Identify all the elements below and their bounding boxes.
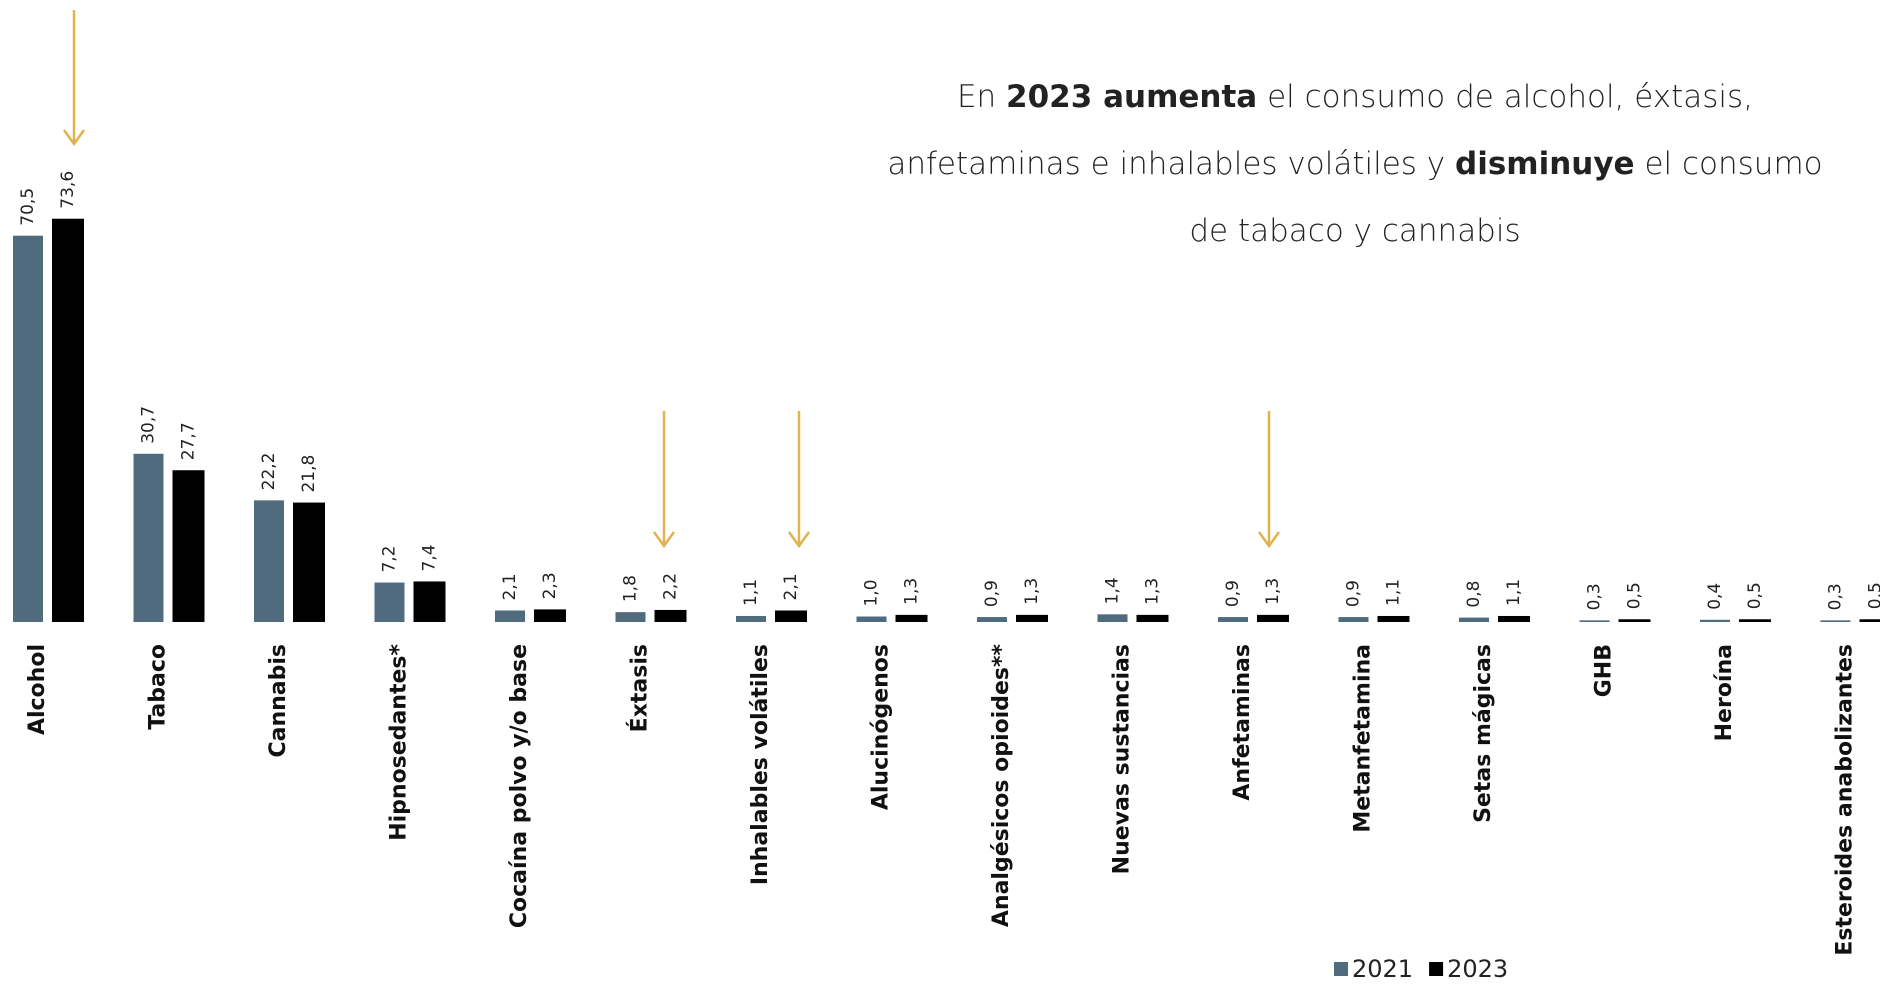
bar — [1257, 614, 1289, 622]
bar — [895, 614, 928, 622]
value-label: 2,2 — [661, 573, 681, 600]
value-label: 0,4 — [1705, 583, 1725, 610]
value-label: 1,3 — [1022, 578, 1042, 605]
bar — [1136, 614, 1169, 622]
value-label: 0,9 — [982, 580, 1002, 607]
annotation-part: disminuye — [1455, 146, 1635, 182]
category-label: Setas mágicas — [1471, 644, 1496, 823]
legend-label: 2023 — [1447, 955, 1508, 983]
value-label: 1,1 — [1384, 579, 1404, 606]
value-label: 1,4 — [1103, 577, 1123, 604]
annotation: En 2023 aumenta el consumo de alcohol, é… — [880, 64, 1830, 265]
category-label: Metanfetamina — [1351, 644, 1376, 833]
arrows — [62, 10, 1281, 549]
bar — [1459, 617, 1489, 622]
category-label: Nuevas sustancias — [1110, 644, 1135, 874]
value-label: 1,0 — [862, 579, 882, 606]
annotation-part: En — [956, 79, 1007, 115]
category-label: Hipnosedantes* — [387, 644, 412, 841]
category-label: Alcohol — [25, 644, 50, 735]
value-label: 2,3 — [540, 572, 560, 599]
value-label: 27,7 — [179, 422, 199, 460]
bar — [413, 581, 446, 622]
value-label: 0,3 — [1826, 583, 1846, 610]
value-label: 7,2 — [380, 546, 400, 573]
bar — [856, 616, 887, 622]
value-label: 1,3 — [902, 578, 922, 605]
value-label: 22,2 — [259, 452, 279, 490]
category-label: Esteroides anabolizantes — [1833, 644, 1858, 956]
category-label: Alucinógenos — [869, 644, 894, 810]
arrow — [652, 411, 676, 549]
value-label: 70,5 — [18, 188, 38, 226]
bar — [534, 609, 566, 622]
annotation-part: el consumo de tabaco y cannabis — [1189, 146, 1823, 249]
bar — [1739, 619, 1771, 622]
category-label: Cannabis — [266, 644, 291, 758]
value-label: 30,7 — [139, 406, 159, 444]
bar — [1338, 617, 1369, 622]
arrow — [62, 10, 86, 147]
category-label: Anfetaminas — [1230, 644, 1255, 801]
arrow — [787, 411, 811, 549]
value-label: 1,1 — [741, 579, 761, 606]
category-label: Éxtasis — [627, 644, 653, 732]
value-label: 1,3 — [1263, 578, 1283, 605]
value-label: 0,9 — [1223, 580, 1243, 607]
bar — [1579, 620, 1610, 622]
value-label: 2,1 — [781, 573, 801, 600]
bar — [495, 610, 525, 622]
bar — [1097, 614, 1128, 622]
annotation-part: el consumo de alcohol, éxtasis, anfetami… — [887, 79, 1754, 182]
value-label: 1,8 — [621, 575, 641, 602]
value-label: 0,5 — [1625, 582, 1645, 609]
legend-swatch — [1334, 962, 1348, 976]
category-label: Tabaco — [146, 644, 171, 730]
bar — [1016, 614, 1048, 622]
bar — [1498, 615, 1530, 622]
value-label: 0,5 — [1745, 582, 1765, 609]
legend-swatch — [1429, 962, 1444, 976]
bar — [615, 612, 646, 622]
category-label: Analgésicos opioides** — [989, 644, 1014, 928]
bar — [1859, 619, 1880, 622]
value-label: 1,1 — [1504, 579, 1524, 606]
bar — [977, 617, 1007, 622]
bar — [775, 610, 807, 622]
value-label: 21,8 — [299, 455, 319, 493]
value-label: 1,3 — [1143, 578, 1163, 605]
bar — [13, 235, 43, 622]
bar — [293, 502, 325, 622]
category-label: Inhalables volátiles — [748, 644, 773, 885]
bar — [172, 470, 205, 622]
annotation-part: 2023 aumenta — [1006, 79, 1258, 115]
bar — [133, 453, 164, 622]
value-label: 0,9 — [1344, 580, 1364, 607]
value-label: 0,5 — [1866, 582, 1880, 609]
bar — [1700, 619, 1730, 622]
category-label: Heroína — [1712, 644, 1737, 741]
bar — [1820, 620, 1851, 622]
bar — [1618, 619, 1651, 622]
bar — [374, 582, 405, 622]
bar — [1218, 617, 1248, 622]
value-label: 7,4 — [420, 544, 440, 571]
bar — [736, 615, 766, 622]
bar — [52, 218, 84, 622]
value-label: 2,1 — [500, 573, 520, 600]
bar — [1377, 615, 1410, 622]
category-label: GHB — [1592, 644, 1617, 697]
legend-label: 2021 — [1352, 955, 1413, 983]
bar — [654, 609, 687, 622]
value-label: 73,6 — [58, 171, 78, 209]
value-label: 0,8 — [1464, 581, 1484, 608]
bar — [254, 500, 284, 622]
value-label: 0,3 — [1585, 583, 1605, 610]
category-label: Cocaína polvo y/o base — [507, 644, 532, 928]
arrow — [1257, 411, 1281, 549]
